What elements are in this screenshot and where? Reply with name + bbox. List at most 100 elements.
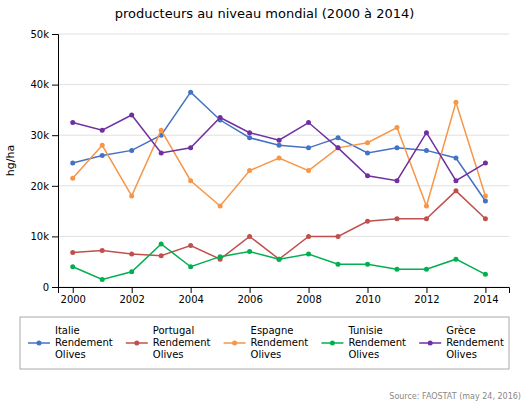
legend-marker — [134, 341, 139, 346]
x-tick-mark — [426, 287, 427, 293]
grid-line — [58, 236, 509, 237]
point — [336, 262, 341, 267]
point — [100, 143, 105, 148]
point — [394, 216, 399, 221]
series-line — [73, 92, 486, 201]
marks — [70, 90, 488, 282]
point — [336, 145, 341, 150]
point — [247, 135, 252, 140]
point — [129, 269, 134, 274]
x-tick-label: 2004 — [178, 294, 203, 305]
series-points — [70, 112, 488, 183]
point — [365, 140, 370, 145]
plot-area: 20002002200420062008201020122014010k20k3… — [30, 29, 509, 305]
point — [129, 252, 134, 257]
point — [100, 248, 105, 253]
x-tick-mark — [73, 287, 74, 293]
legend-marker — [232, 341, 237, 346]
grid — [58, 34, 509, 287]
x-tick-label: 2012 — [414, 294, 439, 305]
point — [306, 168, 311, 173]
y-tick-mark — [52, 34, 58, 35]
legend-marker — [428, 341, 433, 346]
x-tick: 2002 — [119, 287, 144, 305]
series-points — [70, 90, 488, 204]
point — [188, 243, 193, 248]
point — [218, 115, 223, 120]
y-tick-label: 50k — [30, 29, 49, 40]
x-tick: 2010 — [355, 287, 380, 305]
legend-label: TunisieRendementOlives — [347, 325, 406, 360]
chart-svg: producteurs au niveau mondial (2000 à 20… — [0, 0, 529, 405]
legend-label-line: Rendement — [446, 337, 504, 348]
point — [70, 250, 75, 255]
point — [277, 138, 282, 143]
point — [306, 120, 311, 125]
legend-marker — [37, 341, 42, 346]
y-tick-label: 30k — [30, 130, 49, 141]
point — [100, 153, 105, 158]
y-axis: 010k20k30k40k50k — [30, 29, 58, 293]
point — [365, 262, 370, 267]
point — [277, 143, 282, 148]
point — [159, 241, 164, 246]
point — [336, 145, 341, 150]
grid-line — [58, 135, 509, 136]
y-tick: 30k — [30, 130, 58, 141]
point — [424, 148, 429, 153]
point — [159, 128, 164, 133]
x-tick-mark — [368, 287, 369, 293]
legend-item: TunisieRendementOlives — [321, 325, 406, 360]
chart-title: producteurs au niveau mondial (2000 à 20… — [115, 6, 415, 21]
y-axis-title: hg/ha — [4, 145, 17, 176]
point — [394, 267, 399, 272]
point — [453, 155, 458, 160]
point — [453, 178, 458, 183]
legend-label: ItalieRendementOlives — [55, 325, 113, 360]
y-tick: 10k — [30, 231, 58, 242]
y-tick-label: 20k — [30, 181, 49, 192]
point — [100, 128, 105, 133]
legend-label-line: Olives — [55, 349, 86, 360]
series-line — [73, 191, 486, 259]
point — [336, 234, 341, 239]
x-tick: 2004 — [178, 287, 203, 305]
point — [483, 193, 488, 198]
point — [70, 120, 75, 125]
series-line — [73, 244, 486, 279]
point — [100, 277, 105, 282]
point — [453, 257, 458, 262]
series-points — [70, 100, 488, 209]
series-line — [73, 115, 486, 181]
point — [218, 254, 223, 259]
point — [188, 264, 193, 269]
x-tick-label: 2010 — [355, 294, 380, 305]
y-tick: 40k — [30, 79, 58, 90]
point — [483, 272, 488, 277]
y-tick-mark — [52, 85, 58, 86]
x-axis-line — [59, 288, 510, 294]
point — [70, 176, 75, 181]
legend-label-line: Espagne — [251, 325, 294, 336]
point — [365, 219, 370, 224]
point — [483, 161, 488, 166]
point — [483, 198, 488, 203]
point — [306, 252, 311, 257]
legend-item: EspagneRendementOlives — [224, 325, 309, 360]
y-tick-mark — [52, 287, 58, 288]
point — [336, 135, 341, 140]
point — [424, 267, 429, 272]
point — [453, 188, 458, 193]
legend-label-line: Grèce — [446, 325, 475, 336]
legend-label-line: Rendement — [251, 337, 309, 348]
x-tick-mark — [191, 287, 192, 293]
y-tick-mark — [52, 135, 58, 136]
point — [188, 178, 193, 183]
x-tick: 2012 — [414, 287, 439, 305]
y-tick: 20k — [30, 181, 58, 192]
point — [365, 150, 370, 155]
series-points — [70, 241, 488, 281]
legend-label-line: Olives — [348, 349, 379, 360]
legend-label-line: Olives — [446, 349, 477, 360]
series-line — [73, 102, 486, 206]
